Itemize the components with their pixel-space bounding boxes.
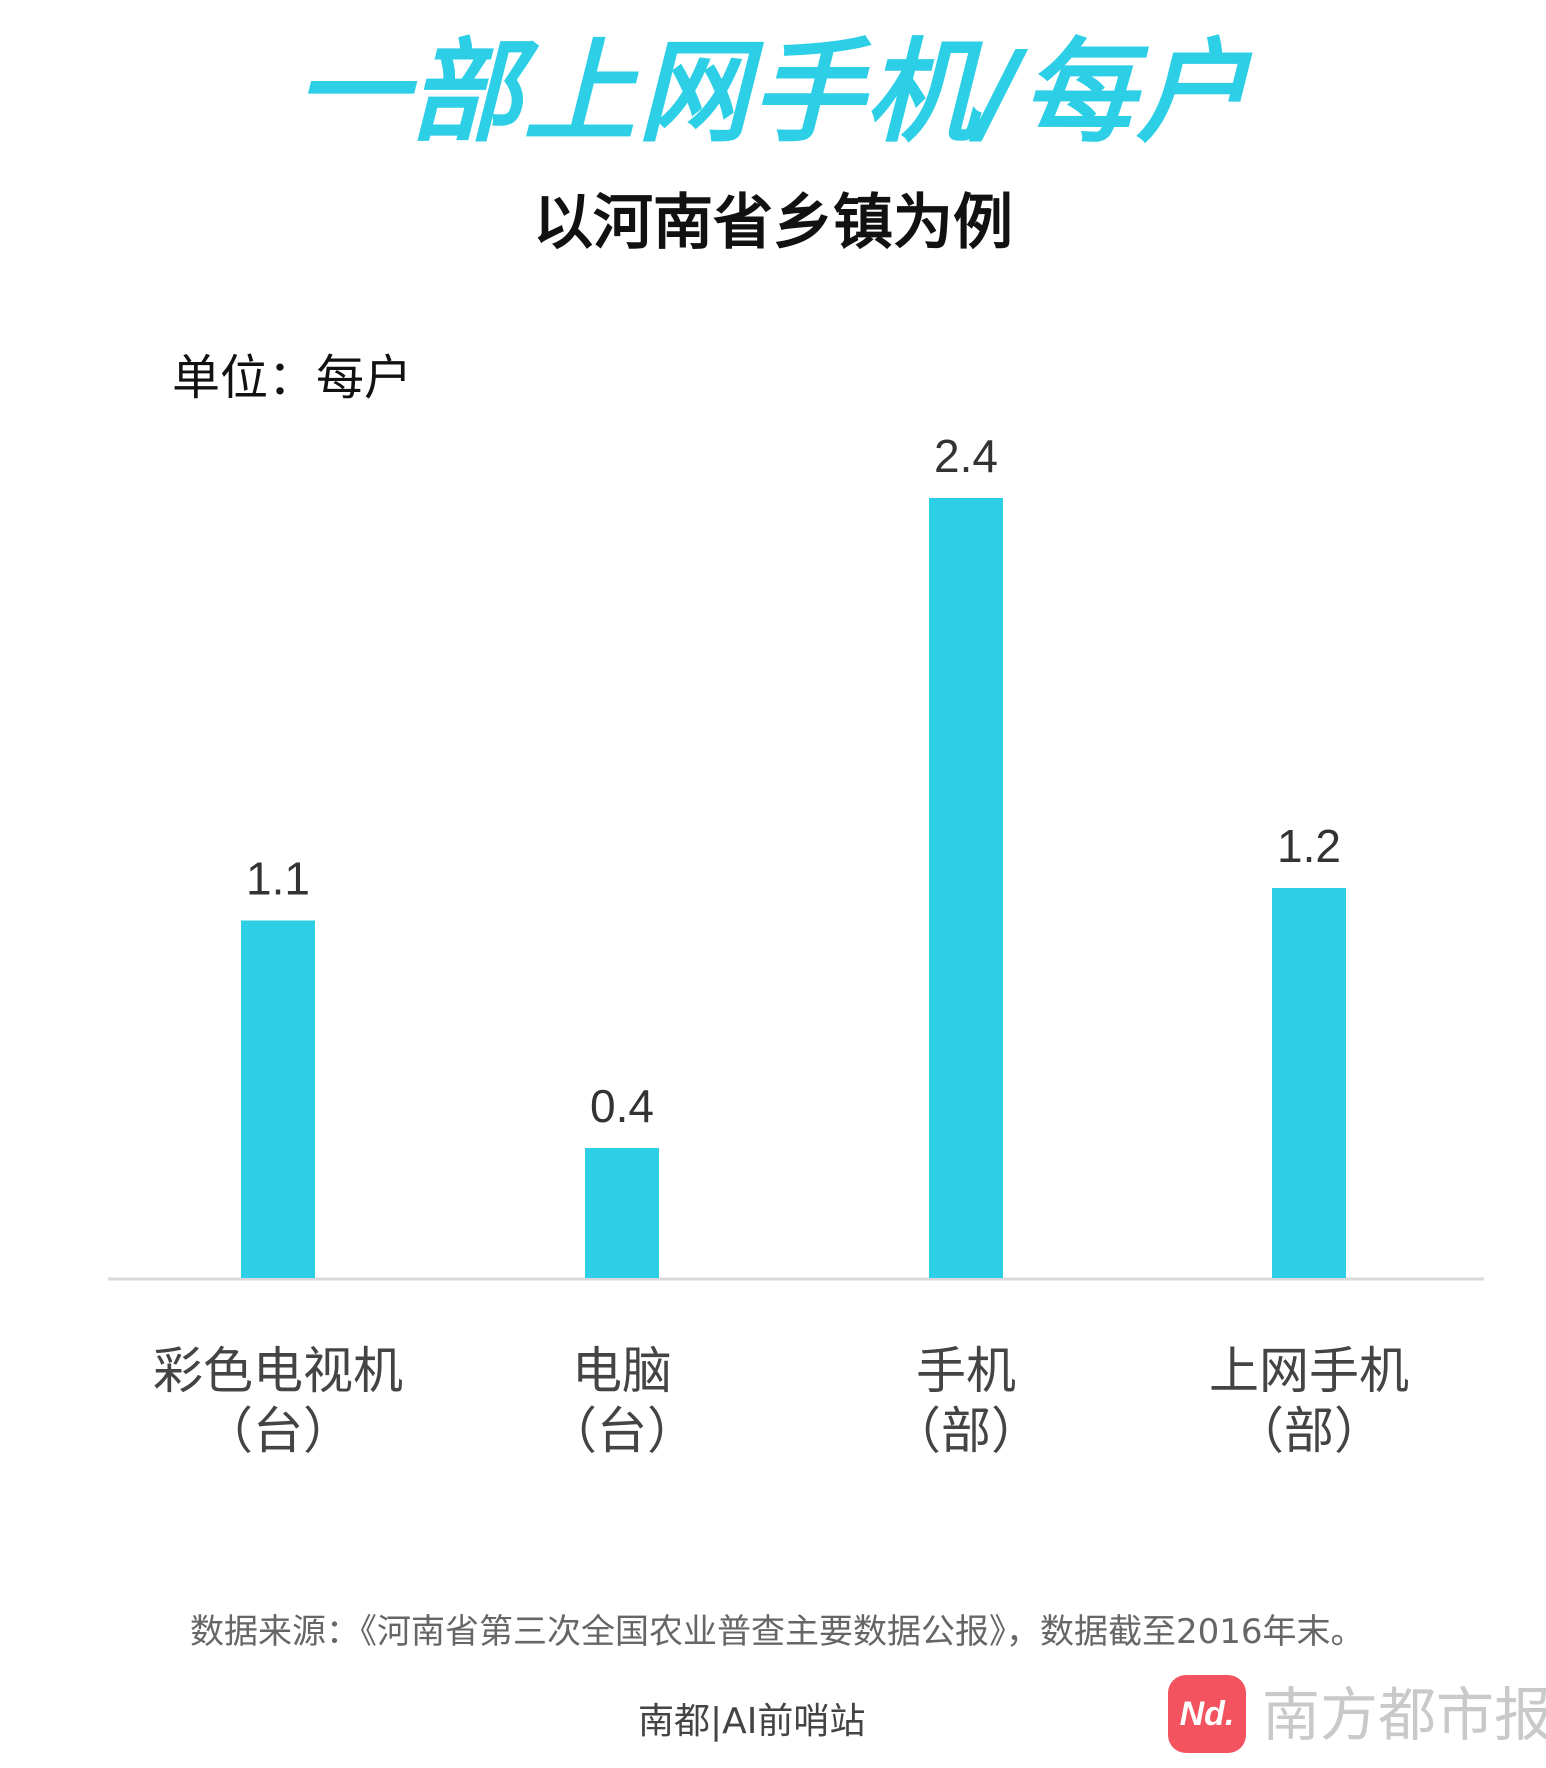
- value-label-3: 2.4: [934, 430, 998, 482]
- chart-subtitle: 以河南省乡镇为例: [533, 188, 1013, 258]
- category-label-4: 上网手机: [1209, 1342, 1409, 1400]
- category-unit-3: （部）: [891, 1402, 1041, 1460]
- newspaper-logo-text: 南方都市报: [1262, 1681, 1546, 1749]
- bar-4: [1272, 888, 1346, 1278]
- value-label-1: 1.1: [246, 853, 310, 905]
- value-label-2: 0.4: [590, 1080, 654, 1132]
- chart-title: 一部上网手机/每户: [295, 28, 1251, 158]
- category-label-1: 彩色电视机: [153, 1342, 403, 1400]
- category-unit-4: （部）: [1234, 1402, 1384, 1460]
- data-source-note: 数据来源：《河南省第三次全国农业普查主要数据公报》，数据截至2016年末。: [190, 1612, 1365, 1652]
- category-unit-2: （台）: [547, 1402, 697, 1460]
- category-label-3: 手机: [916, 1342, 1016, 1400]
- bar-2: [585, 1148, 659, 1278]
- bar-3: [929, 498, 1003, 1278]
- category-unit-1: （台）: [203, 1402, 353, 1460]
- newspaper-logo-icon: Nd.: [1168, 1675, 1246, 1753]
- category-label-2: 电脑: [572, 1342, 672, 1400]
- unit-label: 单位：每户: [172, 350, 413, 406]
- bar-1: [241, 920, 315, 1278]
- value-label-4: 1.2: [1277, 820, 1341, 872]
- byline: 南都|AI前哨站: [638, 1701, 866, 1742]
